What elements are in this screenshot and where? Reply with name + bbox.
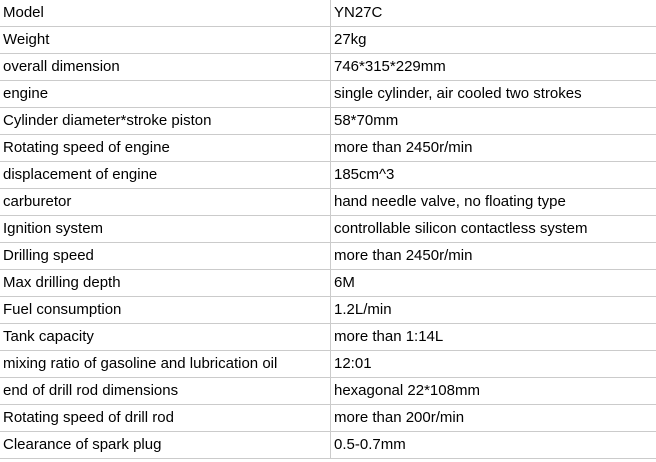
spec-value: 746*315*229mm <box>330 53 656 81</box>
table-row: Rotating speed of engine more than 2450r/… <box>0 134 656 162</box>
spec-label: Tank capacity <box>0 323 331 351</box>
spec-value: hexagonal 22*108mm <box>330 377 656 405</box>
spec-label: mixing ratio of gasoline and lubrication… <box>0 350 331 378</box>
table-row: Tank capacity more than 1:14L <box>0 323 656 351</box>
spec-value: 1.2L/min <box>330 296 656 324</box>
table-row: Max drilling depth 6M <box>0 269 656 297</box>
spec-label: Model <box>0 0 331 27</box>
spec-value: 0.5-0.7mm <box>330 431 656 459</box>
spec-label: Clearance of spark plug <box>0 431 331 459</box>
spec-label: Rotating speed of engine <box>0 134 331 162</box>
table-row: Drilling speed more than 2450r/min <box>0 242 656 270</box>
spec-value: 12:01 <box>330 350 656 378</box>
table-row: Fuel consumption 1.2L/min <box>0 296 656 324</box>
spec-label: Weight <box>0 26 331 54</box>
spec-label: end of drill rod dimensions <box>0 377 331 405</box>
spec-label: overall dimension <box>0 53 331 81</box>
spec-value: controllable silicon contactless system <box>330 215 656 243</box>
spec-value: 58*70mm <box>330 107 656 135</box>
spec-value: more than 2450r/min <box>330 134 656 162</box>
spec-label: carburetor <box>0 188 331 216</box>
table-row: Clearance of spark plug 0.5-0.7mm <box>0 431 656 459</box>
table-row: end of drill rod dimensions hexagonal 22*… <box>0 377 656 405</box>
spec-value: single cylinder, air cooled two strokes <box>330 80 656 108</box>
table-row: overall dimension 746*315*229mm <box>0 53 656 81</box>
spec-value: 27kg <box>330 26 656 54</box>
spec-label: Cylinder diameter*stroke piston <box>0 107 331 135</box>
spec-value: YN27C <box>330 0 656 27</box>
table-row: Model YN27C <box>0 0 656 27</box>
table-row: carburetor hand needle valve, no floating… <box>0 188 656 216</box>
table-row: Weight 27kg <box>0 26 656 54</box>
spec-value: more than 2450r/min <box>330 242 656 270</box>
spec-value: more than 1:14L <box>330 323 656 351</box>
spec-value: 6M <box>330 269 656 297</box>
table-row: Ignition system controllable silicon cont… <box>0 215 656 243</box>
spec-label: Drilling speed <box>0 242 331 270</box>
table-row: Rotating speed of drill rod more than 200… <box>0 404 656 432</box>
spec-value: 185cm^3 <box>330 161 656 189</box>
table-row: Cylinder diameter*stroke piston 58*70mm <box>0 107 656 135</box>
spec-label: Max drilling depth <box>0 269 331 297</box>
table-row: engine single cylinder, air cooled two st… <box>0 80 656 108</box>
table-row: displacement of engine 185cm^3 <box>0 161 656 189</box>
spec-label: displacement of engine <box>0 161 331 189</box>
spec-label: Rotating speed of drill rod <box>0 404 331 432</box>
spec-label: Ignition system <box>0 215 331 243</box>
spec-value: more than 200r/min <box>330 404 656 432</box>
table-row: mixing ratio of gasoline and lubrication… <box>0 350 656 378</box>
spec-label: Fuel consumption <box>0 296 331 324</box>
spec-label: engine <box>0 80 331 108</box>
spec-value: hand needle valve, no floating type <box>330 188 656 216</box>
